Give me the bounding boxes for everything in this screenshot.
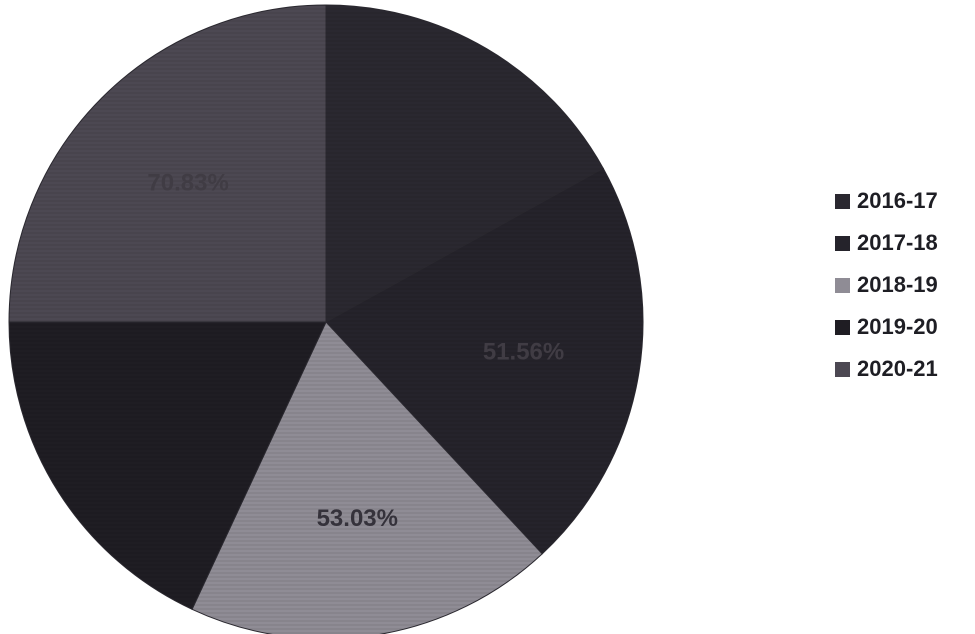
legend-item-2019-20: 2019-20 xyxy=(835,314,970,340)
legend-swatch-2016-17 xyxy=(835,193,850,209)
legend-label-2017-18: 2017-18 xyxy=(857,230,938,255)
legend-swatch-2019-20 xyxy=(835,319,850,335)
legend-swatch-2020-21 xyxy=(835,361,850,377)
data-label-2020-21: 70.83% xyxy=(147,169,228,196)
legend-label-2016-17: 2016-17 xyxy=(857,188,938,213)
legend-item-2018-19: 2018-19 xyxy=(835,272,970,298)
chart-legend: 2016-17 2017-18 2018-19 2019-20 2020-21 xyxy=(835,188,970,398)
legend-swatch-2018-19 xyxy=(835,277,850,293)
data-label-2018-19: 53.03% xyxy=(317,505,398,532)
legend-item-2017-18: 2017-18 xyxy=(835,230,970,256)
pie-slice-2020-21 xyxy=(8,4,327,323)
legend-item-2016-17: 2016-17 xyxy=(835,188,970,214)
legend-label-2018-19: 2018-19 xyxy=(857,272,938,297)
legend-item-2020-21: 2020-21 xyxy=(835,356,970,382)
legend-label-2019-20: 2019-20 xyxy=(857,314,938,339)
legend-label-2020-21: 2020-21 xyxy=(857,356,938,381)
data-label-2017-18: 51.56% xyxy=(483,339,564,366)
legend-swatch-2017-18 xyxy=(835,235,850,251)
